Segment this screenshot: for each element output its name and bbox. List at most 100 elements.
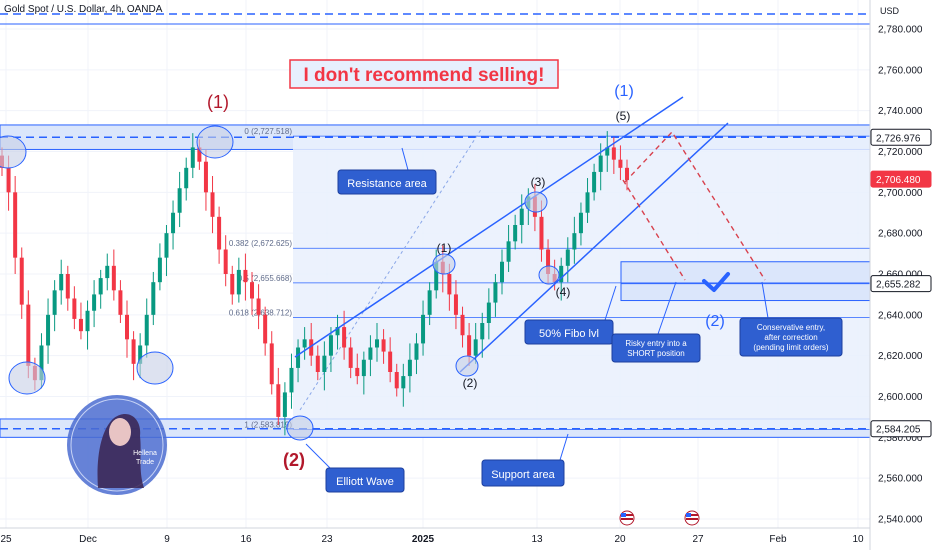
candle-body <box>98 278 103 295</box>
candle-body <box>282 392 287 417</box>
candle-body <box>52 290 57 315</box>
candle-body <box>335 327 340 336</box>
risky-callout: Risky entry into a SHORT position <box>611 281 701 363</box>
channel-lower-line <box>459 122 729 373</box>
candle-body <box>217 216 222 250</box>
symbol-title: Gold Spot / U.S. Dollar, 4h, OANDA <box>4 4 163 15</box>
candle-body <box>223 249 228 274</box>
price-axis[interactable]: 2,540.000 2,560.000 2,580.000 2,600.000 2,62… <box>878 25 923 526</box>
candle-body <box>46 314 51 346</box>
marker-circle <box>524 191 548 213</box>
candle-body <box>611 147 616 160</box>
candle-body <box>598 155 603 172</box>
conservative-callout: Conservative entry, after correction (pe… <box>739 281 843 357</box>
fib-level-label: 0.5 (2,655.668) <box>238 274 293 283</box>
time-tick-label: 27 <box>692 534 704 545</box>
time-tick-label: 10 <box>852 534 864 545</box>
candle-body <box>434 261 439 291</box>
time-tick-label: 16 <box>240 534 252 545</box>
price-tag <box>870 128 932 146</box>
fib-level-label: 0.382 (2,672.625) <box>229 239 292 248</box>
marker-circle <box>8 361 46 395</box>
candle-body <box>105 265 110 279</box>
subwave-label-4: (4) <box>556 285 571 299</box>
time-axis[interactable]: 25 Dec 9 16 23 2025 13 20 27 Feb 10 <box>0 534 864 545</box>
candle-body <box>592 171 597 193</box>
candle-body <box>111 265 116 291</box>
support-label: Support area <box>491 469 555 481</box>
conservative-label-line1: Conservative entry, <box>757 323 825 332</box>
candle-body <box>427 290 432 315</box>
candle-body <box>276 384 281 417</box>
candle-body <box>480 323 485 340</box>
candle-body <box>59 274 64 291</box>
risky-projection-path <box>622 179 686 281</box>
candle-body <box>302 339 307 348</box>
price-tick-label: 2,560.000 <box>878 474 923 485</box>
candle-body <box>453 294 458 315</box>
price-tag <box>870 170 932 188</box>
conservative-label-line2: after correction <box>764 333 817 342</box>
candle-body <box>585 192 590 213</box>
candle-body <box>151 282 156 315</box>
price-tag <box>870 275 932 293</box>
candle-body <box>92 294 97 311</box>
candle-body <box>13 192 18 258</box>
candle-body <box>243 269 248 283</box>
marker-circle <box>286 415 314 441</box>
time-tick-label: 2025 <box>412 534 435 545</box>
hellena-trade-logo: Hellena Trade <box>67 395 167 495</box>
candle-body <box>388 351 393 372</box>
candle-body <box>407 359 412 377</box>
conservative-projection-path <box>624 130 766 281</box>
channel-upper-line <box>294 96 684 358</box>
fib-trend-line <box>299 127 483 411</box>
fib-level-label: 0 (2,727.518) <box>244 127 292 136</box>
candle-body <box>236 269 241 295</box>
subwave-label-5: (5) <box>616 109 631 123</box>
candle-body <box>348 347 353 368</box>
candle-body <box>203 161 208 193</box>
candle-body <box>78 318 83 332</box>
candle-body <box>539 216 544 250</box>
candle-body <box>625 167 629 181</box>
candle-body <box>578 212 583 234</box>
candle-body <box>572 233 577 250</box>
price-tick-label: 2,740.000 <box>878 106 923 117</box>
candle-body <box>184 167 189 189</box>
wave-markers <box>0 125 560 441</box>
time-tick-label: 23 <box>321 534 333 545</box>
price-tag <box>870 420 932 438</box>
logo-text-line2: Trade <box>136 459 154 466</box>
price-tags: 2,726.976 2,706.480 2,655.282 2,584.205 <box>870 128 932 438</box>
price-tick-label: 2,640.000 <box>878 310 923 321</box>
candle-body <box>210 192 215 217</box>
candle-body <box>164 233 169 258</box>
candle-body <box>486 302 491 323</box>
fibo-label: 50% Fibo lvl <box>539 328 599 340</box>
candle-body <box>328 335 333 356</box>
candle-body <box>269 343 274 385</box>
main-title: I don't recommend selling! <box>289 59 559 89</box>
candle-body <box>322 355 327 372</box>
elliott-callout: Elliott Wave <box>305 443 405 493</box>
candle-body <box>519 208 524 225</box>
candle-body <box>72 298 77 319</box>
wave-label-1-left: (1) <box>207 92 229 112</box>
candle-body <box>177 188 182 213</box>
candle-body <box>493 282 498 303</box>
currency-label[interactable]: USD <box>880 6 900 16</box>
candle-body <box>401 376 406 389</box>
event-flag-icon <box>619 510 635 526</box>
marker-circle <box>196 125 234 159</box>
chart-title: I don't recommend selling! <box>304 65 545 86</box>
price-tick-label: 2,720.000 <box>878 147 923 158</box>
candle-body <box>85 310 90 332</box>
candle-body <box>157 257 162 283</box>
event-flag-icon <box>684 510 700 526</box>
wave-label-1-right: (1) <box>614 83 634 100</box>
candle-body <box>289 367 294 393</box>
logo-text-line1: Hellena <box>133 450 157 457</box>
candle-body <box>375 339 379 348</box>
subwave-label-3: (3) <box>531 175 546 189</box>
